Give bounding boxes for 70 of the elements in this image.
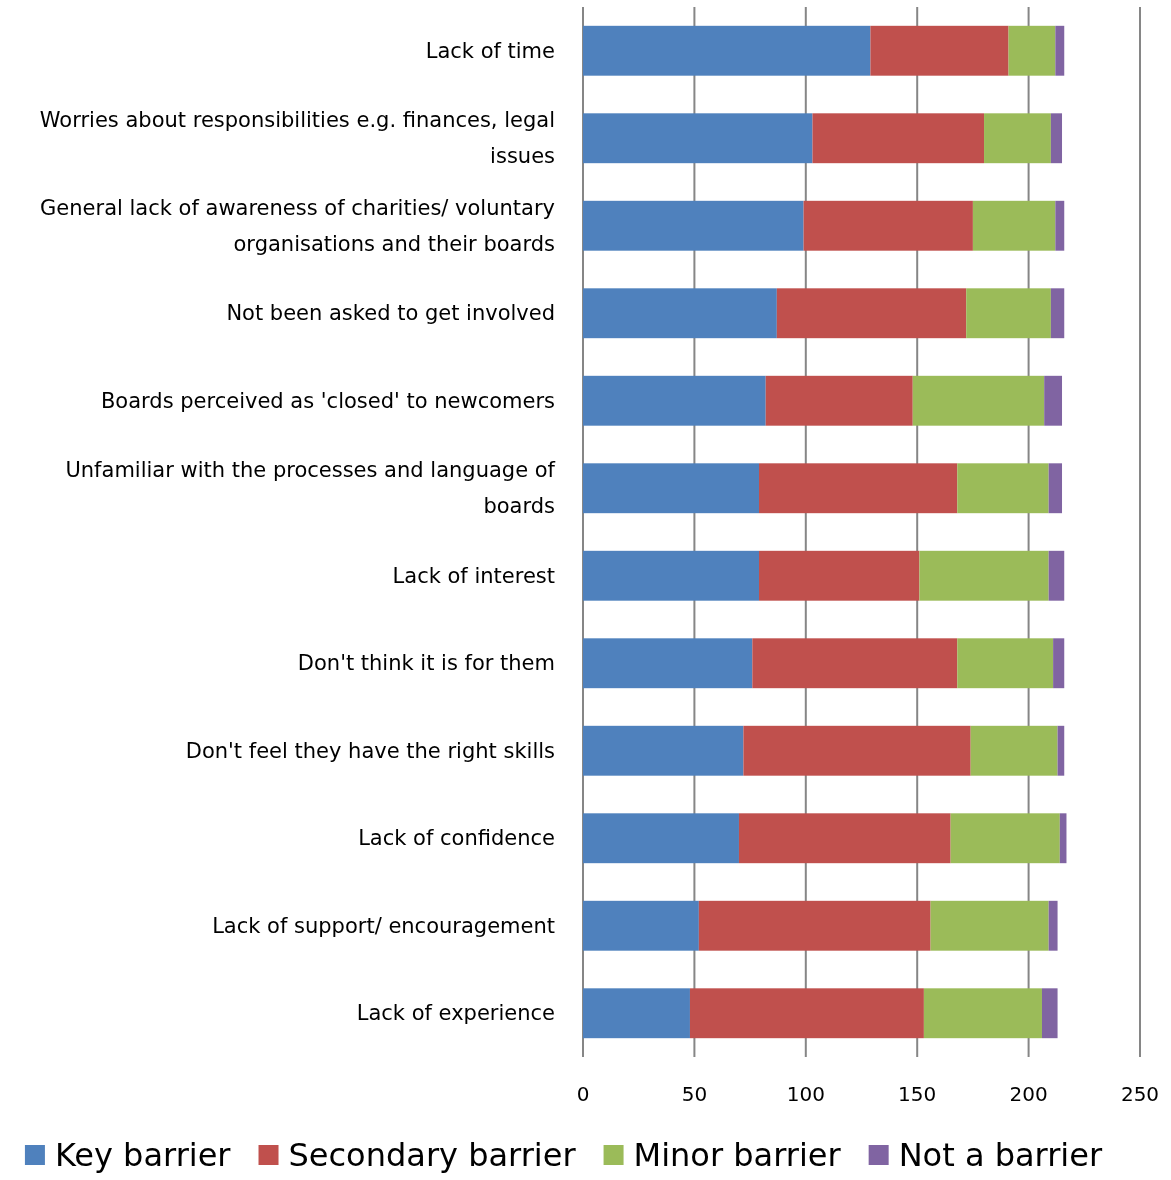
bar	[870, 25, 1009, 76]
bar	[957, 638, 1054, 689]
bar	[583, 375, 766, 426]
y-tick-label: Lack of support/ encouragement	[212, 913, 555, 938]
y-tick-label: Unfamiliar with the processes and language of boards	[65, 458, 556, 519]
bar	[803, 200, 973, 251]
y-tick-label: Don't feel they have the right skills	[185, 738, 555, 763]
bar	[957, 463, 1049, 514]
bar	[583, 813, 739, 864]
x-tick-label: 0	[576, 1082, 590, 1106]
bar	[1008, 25, 1056, 76]
bar	[972, 200, 1056, 251]
bar	[583, 25, 871, 76]
bar	[583, 463, 760, 514]
bar	[583, 988, 690, 1039]
bar	[583, 288, 777, 339]
bar	[583, 113, 813, 164]
bar	[583, 900, 699, 951]
bar	[738, 813, 951, 864]
bar	[1057, 725, 1065, 776]
bar	[1044, 375, 1063, 426]
y-tick-label: Don't think it is for them	[297, 651, 555, 676]
y-tick-label: Lack of experience	[356, 1001, 555, 1026]
x-tick-label: 50	[681, 1082, 708, 1106]
bar	[930, 900, 1049, 951]
bar	[912, 375, 1045, 426]
y-tick-label: Lack of time	[425, 38, 555, 63]
bar	[984, 113, 1051, 164]
x-tick-label: 200	[1009, 1082, 1048, 1106]
bar	[759, 550, 920, 601]
bar	[583, 550, 760, 601]
bar	[919, 550, 1049, 601]
bar	[812, 113, 985, 164]
bar	[583, 200, 804, 251]
legend-label: Minor barrier	[633, 1136, 842, 1174]
bar	[689, 988, 924, 1039]
bar	[583, 638, 753, 689]
y-tick-label: Worries about responsibilities e.g. finances, legal issues	[39, 108, 555, 169]
bar	[759, 463, 958, 514]
y-tick-label: Lack of confidence	[358, 826, 555, 851]
legend-label: Not a barrier	[898, 1136, 1103, 1174]
bar	[966, 288, 1051, 339]
y-tick-label: Lack of interest	[392, 563, 555, 588]
bar	[1048, 550, 1065, 601]
bar	[970, 725, 1058, 776]
bar	[923, 988, 1042, 1039]
y-tick-label: Boards perceived as 'closed' to newcomers	[100, 388, 555, 413]
bar	[950, 813, 1060, 864]
bar	[1055, 200, 1065, 251]
bar	[1050, 113, 1063, 164]
bar	[776, 288, 967, 339]
x-tick-label: 250	[1120, 1082, 1160, 1106]
bar	[1048, 900, 1058, 951]
bar	[1055, 25, 1065, 76]
y-tick-label: General lack of awareness of charities/ voluntary organisations and their boards	[40, 195, 555, 256]
y-tick-label: Not been asked to get involved	[226, 301, 555, 326]
legend-label: Key barrier	[54, 1136, 232, 1174]
bar	[698, 900, 931, 951]
x-tick-label: 100	[786, 1082, 825, 1106]
bar	[743, 725, 971, 776]
bar	[1053, 638, 1065, 689]
bar	[583, 725, 744, 776]
bar	[765, 375, 913, 426]
bar	[1041, 988, 1058, 1039]
bar	[1050, 288, 1065, 339]
bar	[752, 638, 958, 689]
x-tick-label: 150	[898, 1082, 937, 1106]
legend-label: Secondary barrier	[288, 1136, 577, 1174]
bar	[1048, 463, 1063, 514]
bar	[1059, 813, 1067, 864]
